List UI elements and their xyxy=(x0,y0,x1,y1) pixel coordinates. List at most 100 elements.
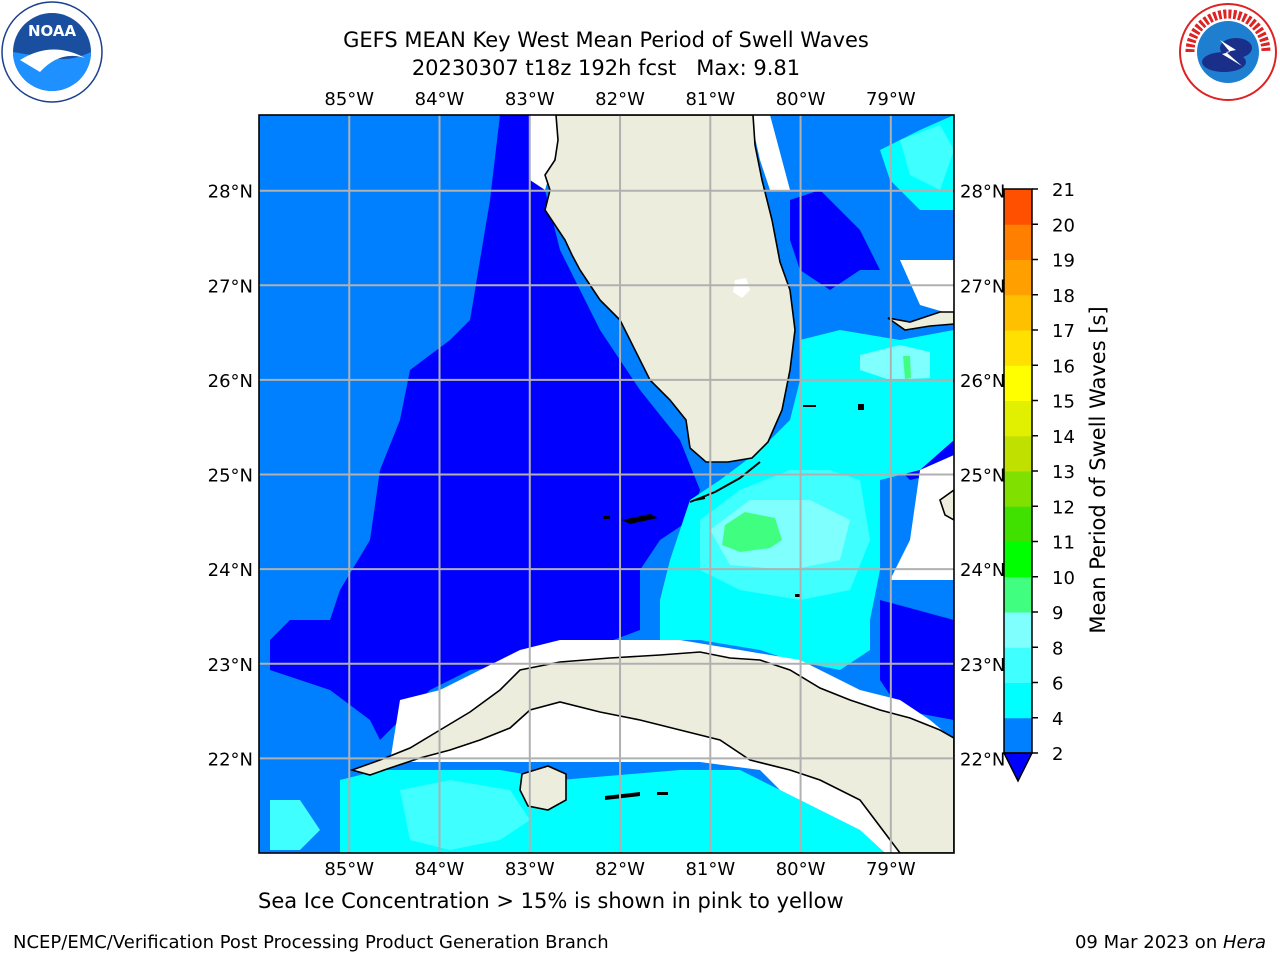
lon-tick-label-bottom: 82°W xyxy=(595,859,645,880)
swell-region-cuba-east xyxy=(880,600,954,720)
noaa-logo-text: NOAA xyxy=(28,22,77,40)
colorbar-segment xyxy=(1004,471,1032,507)
swell-region-atlantic-north xyxy=(790,190,880,290)
lat-tick-label-left: 28°N xyxy=(208,182,253,203)
colorbar-segment xyxy=(1004,576,1032,613)
colorbar-segment xyxy=(1004,717,1032,754)
mask-region-east-coast xyxy=(750,115,790,190)
colorbar-tick-label: 16 xyxy=(1052,356,1075,377)
colorbar-tick-label: 10 xyxy=(1052,568,1075,589)
colorbar-segment xyxy=(1004,224,1032,260)
colorbar-segment xyxy=(1004,647,1032,683)
colorbar-tick-label: 19 xyxy=(1052,251,1075,272)
colorbar-segment xyxy=(1004,330,1032,366)
colorbar-tick-label: 2 xyxy=(1052,744,1063,765)
colorbar-label: Mean Period of Swell Waves [s] xyxy=(1086,306,1110,634)
colorbar-tick-label: 4 xyxy=(1052,709,1063,730)
swell-region-atlantic-pale-north xyxy=(900,125,954,190)
footer-date: 09 Mar 2023 on Hera xyxy=(1075,932,1266,953)
lat-tick-label-right: 25°N xyxy=(960,466,1005,487)
colorbar-tick-label: 8 xyxy=(1052,638,1063,659)
lon-tick-label-top: 82°W xyxy=(595,89,645,110)
swell-region-north-pale xyxy=(860,345,930,380)
lat-tick-label-right: 23°N xyxy=(960,655,1005,676)
colorbar-tick-label: 20 xyxy=(1052,215,1075,236)
swell-region-north-green xyxy=(903,356,911,379)
map-gridlines xyxy=(259,115,954,853)
map-tick-labels: 85°W 85°W 84°W 84°W 83°W 83°W 82°W 82°W 81°W 81°W… xyxy=(208,89,1006,880)
lat-tick-label-left: 24°N xyxy=(208,560,253,581)
chart-title: GEFS MEAN Key West Mean Period of Swell … xyxy=(256,26,956,82)
colorbar-segment xyxy=(1004,506,1032,542)
colorbar-segment xyxy=(1004,612,1032,648)
land-cuba xyxy=(349,651,954,853)
sea-ice-caption: Sea Ice Concentration > 15% is shown in … xyxy=(258,889,844,913)
lat-tick-label-left: 26°N xyxy=(208,371,253,392)
colorbar-tick-label: 15 xyxy=(1052,392,1075,413)
land-grand-bahama xyxy=(887,311,954,331)
lon-tick-label-bottom: 84°W xyxy=(415,859,465,880)
mask-region-atlantic-e xyxy=(890,455,954,580)
lon-tick-label-bottom: 81°W xyxy=(685,859,735,880)
swell-region-central-gulf xyxy=(270,115,700,740)
noaa-logo: NOAA xyxy=(1,1,103,103)
lat-tick-label-right: 28°N xyxy=(960,182,1005,203)
lon-tick-label-bottom: 79°W xyxy=(866,859,916,880)
colorbar-under-extension xyxy=(1002,752,1034,783)
colorbar-segment xyxy=(1004,365,1032,401)
lake-okeechobee xyxy=(733,278,750,298)
footer-date-text: 09 Mar 2023 on xyxy=(1074,932,1223,953)
lon-tick-label-bottom: 80°W xyxy=(776,859,826,880)
footer-branch: NCEP/EMC/Verification Post Processing Pr… xyxy=(13,932,609,953)
lon-tick-label-top: 81°W xyxy=(685,89,735,110)
colorbar-tick-label: 17 xyxy=(1052,321,1075,342)
mask-region-north-gulf xyxy=(530,115,560,190)
colorbar: 2 4 6 8 9 10 11 12 13 14 15 16 17 18 19 20 21 xyxy=(1002,180,1075,783)
colorbar-tick-label: 9 xyxy=(1052,603,1063,624)
lat-tick-label-right: 22°N xyxy=(960,749,1005,770)
land-florida-keys xyxy=(689,461,761,503)
land-isla-juventud xyxy=(519,765,567,811)
lon-tick-label-bottom: 85°W xyxy=(324,859,374,880)
swell-region-caribbean-pale-2 xyxy=(270,800,320,850)
colorbar-segment xyxy=(1004,259,1032,296)
lat-tick-label-left: 27°N xyxy=(208,276,253,297)
swell-region-caribbean-pale xyxy=(400,780,530,850)
colorbar-segment xyxy=(1004,189,1032,225)
colorbar-segment xyxy=(1004,435,1032,472)
colorbar-tick-label: 18 xyxy=(1052,286,1075,307)
lat-tick-label-left: 22°N xyxy=(208,749,253,770)
footer-machine: Hera xyxy=(1222,932,1266,953)
lat-tick-label-right: 24°N xyxy=(960,560,1005,581)
lon-tick-label-top: 84°W xyxy=(415,89,465,110)
colorbar-tick-label: 13 xyxy=(1052,462,1075,483)
chart-title-line1: GEFS MEAN Key West Mean Period of Swell … xyxy=(343,28,869,52)
lon-tick-label-top: 85°W xyxy=(324,89,374,110)
lat-tick-label-left: 25°N xyxy=(208,466,253,487)
colorbar-tick-label: 11 xyxy=(1052,533,1075,554)
lat-tick-label-right: 26°N xyxy=(960,371,1005,392)
map-frame xyxy=(258,114,955,854)
lat-tick-label-left: 23°N xyxy=(208,655,253,676)
colorbar-segment xyxy=(1004,294,1032,331)
land-marquesas xyxy=(603,514,658,524)
swell-region-south-key-west xyxy=(722,512,782,552)
colorbar-segment xyxy=(1004,541,1032,578)
colorbar-tick-label: 21 xyxy=(1052,180,1075,201)
lon-tick-label-top: 83°W xyxy=(505,89,555,110)
nws-logo xyxy=(1179,3,1277,101)
lon-tick-label-top: 79°W xyxy=(866,89,916,110)
land-andros xyxy=(939,489,954,521)
lon-tick-label-top: 80°W xyxy=(776,89,826,110)
lat-tick-label-right: 27°N xyxy=(960,276,1005,297)
map-plot-area xyxy=(259,115,954,853)
lon-tick-label-bottom: 83°W xyxy=(505,859,555,880)
chart-title-line2: 20230307 t18z 192h fcst Max: 9.81 xyxy=(411,56,801,80)
colorbar-segment xyxy=(1004,400,1032,437)
colorbar-tick-label: 14 xyxy=(1052,427,1075,448)
mask-region-atlantic-ne xyxy=(900,260,954,315)
colorbar-tick-label: 12 xyxy=(1052,497,1075,518)
colorbar-segment xyxy=(1004,682,1032,719)
colorbar-tick-label: 6 xyxy=(1052,674,1063,695)
